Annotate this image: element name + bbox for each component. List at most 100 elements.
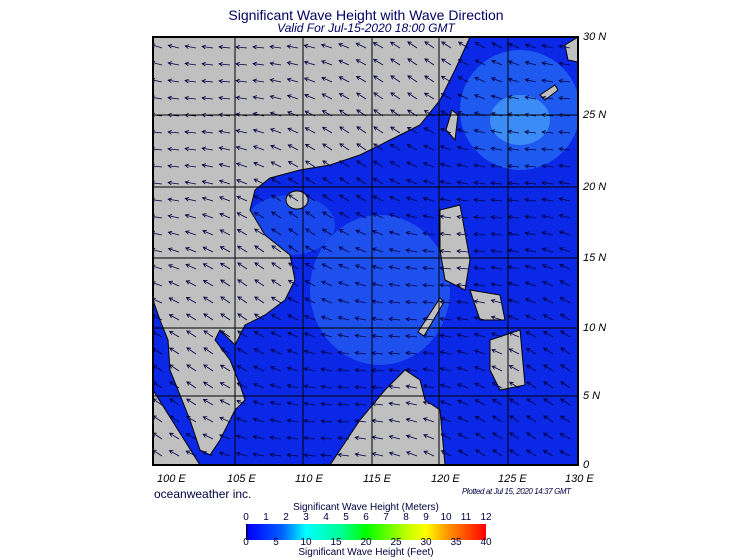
wave-direction-arrow — [303, 366, 316, 372]
wave-direction-arrow — [473, 332, 486, 338]
wave-direction-arrow — [388, 265, 401, 270]
wave-direction-arrow — [236, 399, 248, 406]
wave-direction-arrow — [474, 399, 486, 406]
wave-direction-arrow — [542, 280, 554, 287]
wave-direction-arrow — [303, 384, 316, 389]
wave-direction-arrow — [559, 263, 571, 270]
wave-direction-arrow — [202, 246, 214, 253]
wave-direction-arrow — [202, 416, 214, 423]
wave-direction-arrow — [355, 75, 367, 83]
wave-direction-arrow — [168, 330, 180, 338]
wave-direction-arrow — [423, 450, 435, 457]
wave-direction-arrow — [456, 231, 469, 237]
wave-direction-arrow — [456, 197, 469, 203]
wave-direction-arrow — [168, 314, 180, 321]
wave-direction-arrow — [559, 280, 571, 287]
wave-direction-arrow — [184, 95, 197, 101]
legend-tick: 12 — [480, 512, 492, 523]
wave-direction-arrow — [405, 230, 418, 236]
wave-direction-arrow — [167, 43, 180, 49]
wave-direction-arrow — [339, 126, 350, 134]
wave-direction-arrow — [337, 452, 350, 458]
land-borneo — [329, 369, 446, 465]
wave-direction-arrow — [541, 163, 554, 169]
wave-direction-arrow — [252, 417, 265, 423]
wave-direction-arrow — [355, 59, 367, 66]
wave-direction-arrow — [167, 146, 180, 152]
wave-direction-arrow — [236, 212, 248, 219]
wave-direction-arrow — [439, 366, 452, 372]
legend-tick: 7 — [383, 512, 389, 523]
legend-tick: 10 — [300, 537, 312, 548]
wave-direction-arrow — [558, 146, 571, 152]
wave-direction-arrow — [235, 451, 248, 457]
wave-direction-arrow — [270, 314, 282, 321]
lat-label: 0 — [583, 459, 590, 471]
wave-direction-arrow — [269, 383, 282, 389]
wave-direction-arrow — [405, 333, 418, 339]
wave-direction-arrow — [304, 280, 316, 287]
wave-direction-arrow — [491, 42, 503, 49]
wave-direction-arrow — [286, 435, 299, 441]
wave-direction-arrow — [237, 279, 248, 287]
wave-direction-arrow — [406, 178, 418, 185]
wave-direction-arrow — [541, 214, 554, 219]
wave-direction-arrow — [508, 348, 520, 355]
wave-direction-arrow — [186, 330, 197, 338]
wave-direction-arrow — [405, 451, 418, 457]
wave-direction-arrow — [456, 282, 469, 288]
wave-direction-arrow — [456, 383, 469, 389]
wave-direction-arrow — [508, 365, 520, 372]
wave-direction-arrow — [490, 231, 503, 237]
wave-direction-arrow — [388, 230, 401, 236]
wave-direction-arrow — [439, 231, 452, 237]
wave-direction-arrow — [525, 331, 537, 338]
map-frame — [152, 36, 579, 466]
wave-direction-arrow — [203, 296, 214, 304]
wave-direction-arrow — [271, 262, 282, 270]
wave-direction-arrow — [439, 248, 452, 254]
wave-direction-arrow — [167, 163, 180, 169]
wave-direction-arrow — [405, 248, 418, 253]
wave-direction-arrow — [322, 160, 333, 168]
wave-direction-arrow — [202, 399, 214, 406]
wave-direction-arrow — [407, 75, 418, 83]
lat-label: 30 N — [583, 31, 607, 43]
wave-direction-arrow — [389, 143, 401, 151]
wave-direction-arrow — [541, 264, 554, 270]
wave-direction-arrow — [405, 196, 418, 202]
wave-direction-arrow — [388, 401, 401, 406]
wave-direction-arrow — [337, 350, 350, 355]
wave-direction-arrow — [218, 44, 231, 50]
wave-direction-arrow — [321, 246, 333, 253]
wave-direction-arrow — [424, 58, 435, 66]
wave-direction-arrow — [559, 313, 571, 321]
wave-direction-arrow — [184, 78, 197, 84]
wave-direction-arrow — [320, 384, 333, 390]
wave-direction-arrow — [388, 299, 401, 305]
wave-direction-arrow — [184, 197, 197, 202]
wave-direction-arrow — [169, 398, 180, 406]
wave-direction-arrow — [423, 433, 435, 440]
wave-direction-arrow — [524, 95, 537, 100]
wave-direction-arrow — [286, 61, 299, 66]
wave-zone-mid — [310, 215, 450, 365]
wave-direction-arrow — [219, 382, 231, 389]
wave-direction-arrow — [237, 330, 248, 338]
wave-direction-arrow — [287, 314, 299, 321]
wave-direction-arrow — [201, 196, 214, 202]
wave-direction-arrow — [422, 367, 435, 372]
wave-direction-arrow — [254, 245, 265, 253]
wave-direction-arrow — [303, 435, 316, 441]
wave-direction-arrow — [338, 263, 350, 270]
legend-tick: 20 — [360, 537, 372, 548]
wave-direction-arrow — [390, 126, 401, 134]
wave-direction-arrow — [186, 347, 197, 355]
legend-tick: 35 — [450, 537, 462, 548]
wave-direction-arrow — [543, 364, 554, 372]
wave-direction-arrow — [508, 331, 520, 338]
wave-direction-arrow — [354, 401, 367, 407]
wave-direction-arrow — [218, 146, 231, 151]
wave-direction-arrow — [456, 333, 469, 338]
wave-direction-arrow — [354, 384, 367, 390]
